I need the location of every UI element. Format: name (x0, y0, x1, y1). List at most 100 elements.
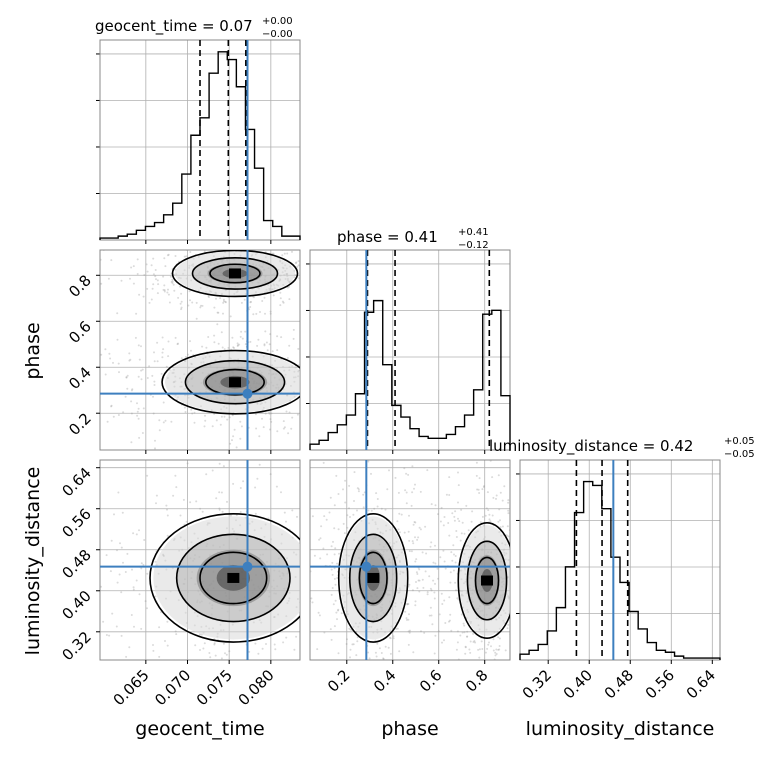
luminosity-distance-vs-phase-sample (337, 528, 340, 531)
phase-vs-geocent-time-sample (288, 298, 291, 301)
luminosity-distance-vs-geocent-time-sample (321, 522, 323, 524)
luminosity-distance-vs-geocent-time-sample (285, 684, 287, 686)
luminosity-distance-vs-phase-sample (439, 556, 442, 559)
phase-vs-geocent-time-sample (205, 346, 208, 349)
luminosity-distance-vs-phase-sample (456, 641, 459, 644)
luminosity-distance-vs-phase-sample (494, 651, 497, 654)
luminosity-distance-vs-phase-sample (328, 511, 331, 514)
phase-vs-geocent-time-sample (331, 398, 333, 400)
cell-geocent-time-hist (96, 39, 301, 244)
luminosity-distance-vs-phase-sample (443, 516, 446, 518)
luminosity-distance-vs-phase-sample (398, 531, 401, 534)
phase-vs-geocent-time-sample (208, 243, 210, 245)
luminosity-distance-vs-phase-sample (392, 635, 395, 638)
luminosity-distance-vs-phase-sample (532, 510, 534, 512)
phase-vs-geocent-time-sample (94, 265, 96, 267)
phase-vs-geocent-time-sample (265, 341, 268, 344)
luminosity-distance-vs-geocent-time-sample (242, 480, 245, 483)
phase-vs-geocent-time-sample (179, 285, 182, 288)
luminosity-distance-vs-geocent-time-sample (144, 600, 147, 603)
phase-vs-geocent-time-sample (229, 442, 232, 445)
phase-vs-geocent-time-sample (156, 341, 159, 344)
luminosity-distance-vs-phase-sample (440, 592, 443, 595)
luminosity-distance-vs-phase-sample (398, 436, 400, 438)
phase-vs-geocent-time-sample (240, 330, 243, 333)
luminosity-distance-vs-phase-sample (337, 608, 340, 611)
luminosity-distance-vs-phase-sample (512, 665, 514, 667)
phase-vs-geocent-time-sample (334, 261, 336, 263)
phase-vs-geocent-time-sample (163, 257, 166, 260)
phase-vs-geocent-time-sample (191, 412, 194, 415)
phase-vs-geocent-time-sample (190, 349, 192, 352)
luminosity-distance-vs-geocent-time-sample (218, 507, 221, 510)
luminosity-distance-vs-phase-sample (524, 633, 526, 635)
luminosity-distance-vs-phase-sample (416, 587, 419, 590)
luminosity-distance-vs-geocent-time-sample (332, 583, 334, 585)
luminosity-distance-vs-phase-sample (545, 530, 547, 532)
luminosity-distance-vs-phase-sample (523, 578, 525, 580)
luminosity-distance-vs-phase-sample (430, 503, 433, 506)
ytick-label-luminosity-distance-2: 0.48 (58, 546, 94, 582)
luminosity-distance-vs-phase-sample (514, 587, 516, 589)
luminosity-distance-vs-phase-sample (441, 603, 444, 605)
luminosity-distance-vs-phase-sample (407, 618, 410, 621)
luminosity-distance-vs-geocent-time-sample (255, 439, 257, 441)
luminosity-distance-vs-geocent-time-sample (172, 494, 175, 497)
phase-vs-geocent-time-sample (146, 377, 149, 379)
luminosity-distance-vs-phase-contour-1-1 (466, 540, 508, 621)
luminosity-distance-vs-geocent-time-sample (221, 510, 224, 513)
luminosity-distance-vs-geocent-time-sample (302, 470, 304, 472)
hist-geocent-time-bars (99, 51, 301, 240)
phase-vs-geocent-time-sample (152, 257, 155, 260)
luminosity-distance-vs-geocent-time-sample (140, 567, 143, 570)
phase-vs-geocent-time-sample (288, 411, 291, 414)
phase-vs-geocent-time-sample (110, 404, 113, 407)
luminosity-distance-vs-phase-sample (437, 513, 439, 516)
phase-vs-geocent-time-sample (156, 250, 158, 251)
phase-vs-geocent-time-sample (168, 369, 171, 371)
phase-vs-geocent-time-sample (167, 253, 170, 256)
phase-vs-geocent-time-sample (222, 301, 225, 304)
luminosity-distance-vs-geocent-time-sample (342, 530, 344, 532)
phase-vs-geocent-time-sample (238, 343, 241, 346)
luminosity-distance-vs-geocent-time-sample (313, 594, 315, 596)
luminosity-distance-vs-phase-sample (408, 631, 411, 634)
phase-vs-geocent-time-sample (283, 252, 286, 255)
phase-vs-geocent-time-sample (203, 243, 205, 245)
phase-vs-geocent-time-sample (279, 297, 282, 300)
luminosity-distance-vs-phase-sample (396, 627, 399, 630)
luminosity-distance-vs-phase-sample (478, 492, 481, 494)
luminosity-distance-vs-phase-sample (414, 600, 417, 603)
luminosity-distance-vs-phase-sample (522, 648, 524, 650)
phase-vs-geocent-time-sample (302, 357, 304, 359)
phase-vs-geocent-time-sample (269, 310, 272, 313)
phase-vs-geocent-time-sample (132, 265, 135, 268)
luminosity-distance-vs-phase-sample (464, 645, 467, 648)
luminosity-distance-vs-phase-sample (470, 520, 473, 523)
luminosity-distance-vs-geocent-time-sample (334, 655, 336, 657)
luminosity-distance-vs-phase-sample (546, 542, 548, 544)
luminosity-distance-vs-phase-sample (421, 578, 424, 581)
phase-vs-geocent-time-sample (113, 248, 115, 250)
phase-vs-geocent-time-sample (324, 379, 326, 381)
phase-vs-geocent-time-sample (306, 269, 308, 271)
phase-vs-geocent-time-sample (314, 303, 316, 305)
phase-vs-geocent-time-sample (137, 417, 140, 420)
luminosity-distance-vs-phase-sample (524, 521, 526, 523)
title-phase-upper: +0.41 (458, 227, 489, 238)
luminosity-distance-vs-geocent-time-sample (296, 515, 298, 518)
luminosity-distance-vs-phase-sample (363, 665, 365, 667)
luminosity-distance-vs-phase-sample (448, 476, 451, 479)
luminosity-distance-vs-phase-sample (513, 578, 515, 580)
phase-vs-geocent-time-sample (136, 273, 139, 275)
phase-vs-geocent-time-sample (314, 411, 316, 413)
luminosity-distance-vs-phase-sample (408, 583, 411, 586)
phase-vs-geocent-time-sample (217, 311, 220, 314)
phase-vs-geocent-time-sample (161, 351, 164, 354)
phase-vs-geocent-time-sample (269, 312, 272, 315)
luminosity-distance-vs-geocent-time-sample (410, 643, 412, 645)
luminosity-distance-vs-geocent-time-sample (269, 473, 272, 476)
luminosity-distance-vs-phase-sample (370, 509, 373, 512)
luminosity-distance-vs-phase-sample (436, 567, 439, 570)
luminosity-distance-vs-phase-sample (405, 617, 408, 620)
